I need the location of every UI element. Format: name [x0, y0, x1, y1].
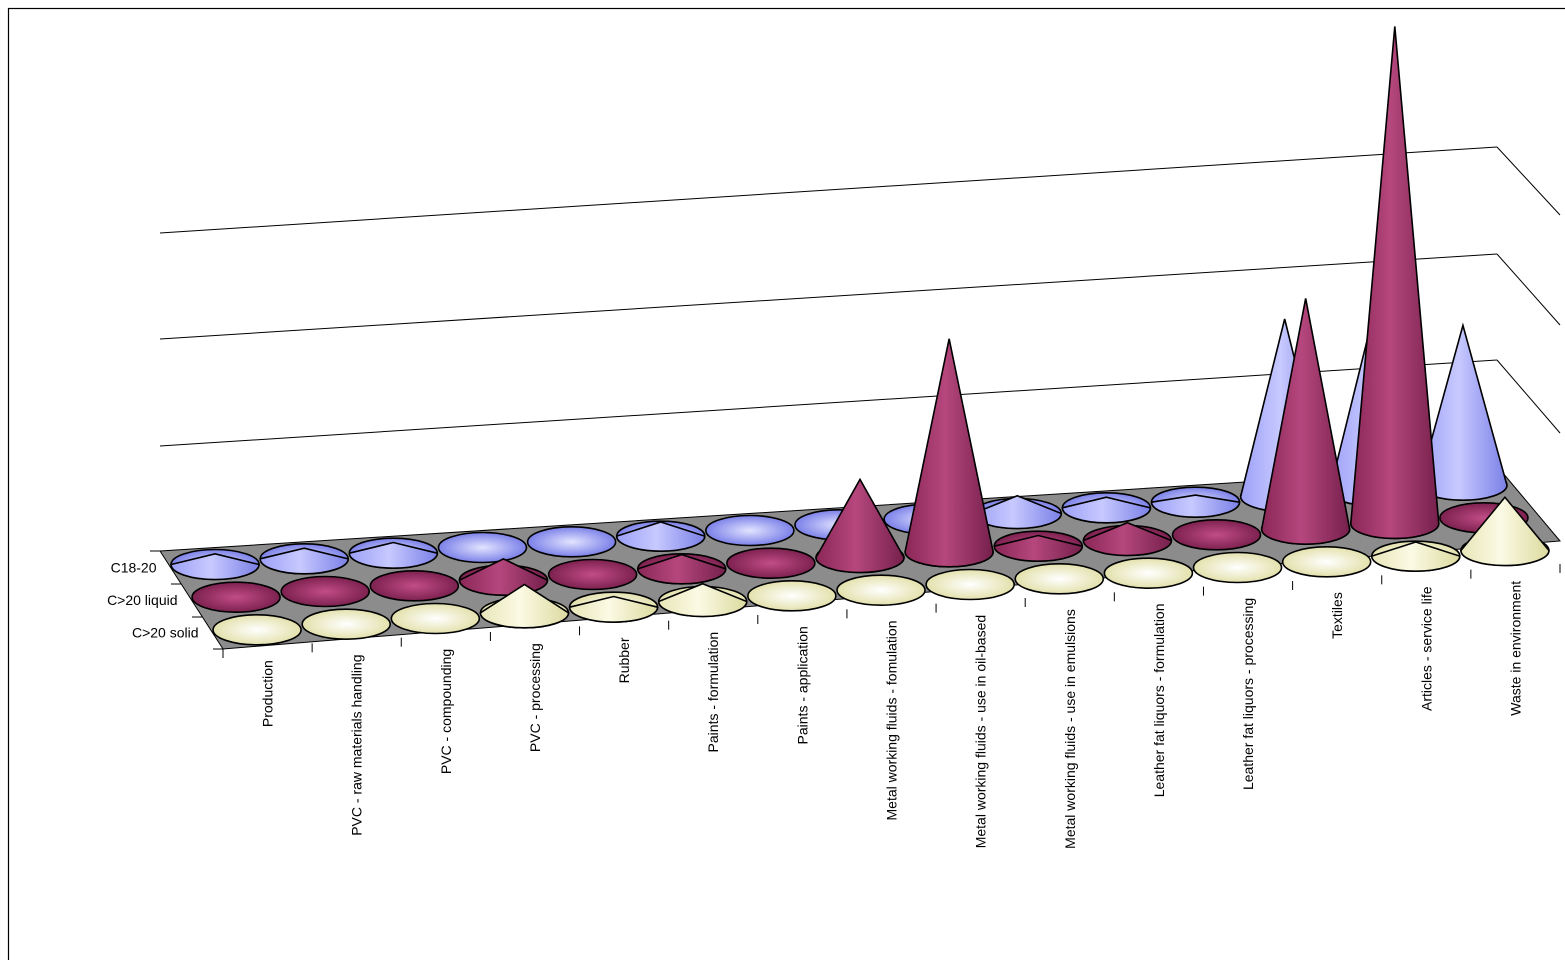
- series-label-c-20-solid: C>20 solid: [132, 625, 199, 641]
- cone-c18-20-leather-fat-liquors-processing: [1152, 487, 1240, 517]
- gridline-2: [160, 254, 1497, 339]
- category-label-metal-working-fluids-use-in-emulsions: Metal working fluids - use in emulsions: [1062, 609, 1078, 849]
- cone-base: [549, 560, 637, 590]
- cone-base: [192, 582, 280, 612]
- cone-c-20-solid-leather-fat-liquors-formulation: [1104, 558, 1192, 588]
- cone-c-20-solid-leather-fat-liquors-processing: [1194, 553, 1282, 583]
- cone-base: [837, 575, 925, 605]
- category-label-metal-working-fluids-use-in-oil-based: Metal working fluids - use in oil-based: [973, 615, 989, 848]
- cone-c-20-liquid-articles-service-life: [1351, 27, 1439, 539]
- cone-base: [370, 571, 458, 601]
- category-label-metal-working-fluids-fomulation: Metal working fluids - fomulation: [884, 621, 900, 821]
- category-label-production: Production: [260, 660, 276, 727]
- cone-base: [1194, 553, 1282, 583]
- gridline-3: [160, 147, 1497, 233]
- cone-c-20-liquid-production: [192, 582, 280, 612]
- cone-c-20-solid-pvc-compounding: [391, 604, 479, 634]
- category-label-pvc-compounding: PVC - compounding: [438, 649, 454, 774]
- cone-c18-20-paints-formulation: [617, 521, 705, 551]
- cone-c-20-liquid-paints-application: [727, 548, 815, 578]
- cone-base: [1104, 558, 1192, 588]
- cone-body: [905, 339, 993, 567]
- cone-c-20-solid-metal-working-fluids-fomulation: [837, 575, 925, 605]
- cone-c-20-liquid-pvc-compounding: [370, 571, 458, 601]
- cone-c18-20-paints-application: [706, 516, 794, 546]
- cone-base: [1173, 520, 1261, 550]
- cone-c18-20-rubber: [528, 527, 616, 557]
- cone-base: [391, 604, 479, 634]
- gridlines: [160, 147, 1560, 446]
- cone-c-20-liquid-paints-formulation: [638, 554, 726, 584]
- cone-c-20-liquid-leather-fat-liquors-processing: [1173, 520, 1261, 550]
- category-label-leather-fat-liquors-processing: Leather fat liquors - processing: [1240, 598, 1256, 790]
- cone-c-20-liquid-metal-working-fluids-use-in-oil-based: [905, 339, 993, 567]
- gridline-2-side: [1497, 254, 1560, 325]
- category-label-pvc-processing: PVC - processing: [527, 643, 543, 752]
- cones: [171, 27, 1549, 645]
- series-label-c-20-liquid: C>20 liquid: [107, 592, 177, 608]
- category-label-articles-service-life: Articles - service life: [1418, 586, 1434, 711]
- cone-base: [706, 516, 794, 546]
- category-label-waste-in-environment: Waste in environment: [1507, 581, 1523, 716]
- category-label-paints-formulation: Paints - formulation: [705, 632, 721, 753]
- cone-base: [926, 570, 1014, 600]
- cone-c-20-solid-metal-working-fluids-use-in-oil-based: [926, 570, 1014, 600]
- cone-body: [1351, 27, 1439, 539]
- cone-c-20-solid-rubber: [570, 592, 658, 622]
- cone-c18-20-pvc-processing: [438, 533, 526, 563]
- cone-c-20-liquid-pvc-raw-materials-handling: [281, 577, 369, 607]
- cone-c18-20-pvc-compounding: [349, 538, 437, 568]
- gridline-3-side: [1497, 147, 1560, 215]
- cone-c18-20-leather-fat-liquors-formulation: [1062, 493, 1150, 523]
- cone-base: [528, 527, 616, 557]
- cone-base: [748, 581, 836, 611]
- cone-c18-20-pvc-raw-materials-handling: [260, 544, 348, 574]
- cone-c-20-solid-production: [213, 615, 301, 645]
- cone-c-20-solid-textiles: [1283, 547, 1371, 577]
- gridline-1-side: [1497, 360, 1560, 433]
- cone-base: [281, 577, 369, 607]
- series-label-c18-20: C18-20: [111, 559, 157, 575]
- cone-base: [302, 609, 390, 639]
- category-label-pvc-raw-materials-handling: PVC - raw materials handling: [349, 655, 365, 836]
- cone-base: [1283, 547, 1371, 577]
- cone-c-20-solid-articles-service-life: [1372, 541, 1460, 571]
- cone-c-20-solid-paints-application: [748, 581, 836, 611]
- cone-c-20-liquid-rubber: [549, 560, 637, 590]
- cone-base: [727, 548, 815, 578]
- cone-c18-20-production: [171, 550, 259, 580]
- category-label-rubber: Rubber: [616, 637, 632, 683]
- cone-base: [1015, 564, 1103, 594]
- category-label-paints-application: Paints - application: [794, 626, 810, 744]
- cone-c-20-liquid-metal-working-fluids-use-in-emulsions: [994, 531, 1082, 561]
- cone-base: [438, 533, 526, 563]
- cone-c-20-solid-pvc-raw-materials-handling: [302, 609, 390, 639]
- category-label-leather-fat-liquors-formulation: Leather fat liquors - formulation: [1151, 604, 1167, 798]
- category-label-textiles: Textiles: [1329, 592, 1345, 639]
- cone-base: [213, 615, 301, 645]
- cone-c-20-solid-metal-working-fluids-use-in-emulsions: [1015, 564, 1103, 594]
